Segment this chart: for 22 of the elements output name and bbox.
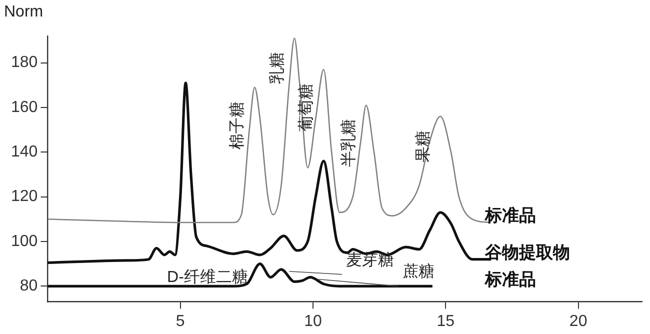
- x-tick-label: 10: [304, 312, 322, 330]
- annotation: 果糖: [414, 130, 432, 162]
- x-tick-label: 5: [176, 312, 185, 330]
- x-tick-label: 15: [436, 312, 455, 330]
- annotation: 半乳糖: [339, 119, 358, 168]
- annotation: 棉子糖: [228, 101, 246, 150]
- y-tick-label: 120: [10, 188, 38, 206]
- y-tick-label: 180: [10, 54, 38, 72]
- x-tick-label: 20: [569, 312, 588, 330]
- y-axis-title: Norm: [4, 3, 44, 20]
- annotation: 麦芽糖: [346, 250, 394, 269]
- y-tick-label: 80: [20, 278, 38, 295]
- series-label: 标准品: [484, 206, 536, 226]
- y-tick-label: 100: [10, 232, 38, 250]
- text: 标准品: [484, 270, 536, 289]
- y-tick-label: 140: [10, 144, 38, 161]
- annotation: D-纤维二糖: [167, 268, 248, 286]
- annotation: 蔗糖: [402, 262, 434, 281]
- annotation: 乳糖: [268, 52, 286, 84]
- y-tick-label: 160: [10, 98, 38, 116]
- series-label: 谷物提取物: [484, 243, 570, 262]
- annotation: 葡萄糖: [297, 84, 316, 132]
